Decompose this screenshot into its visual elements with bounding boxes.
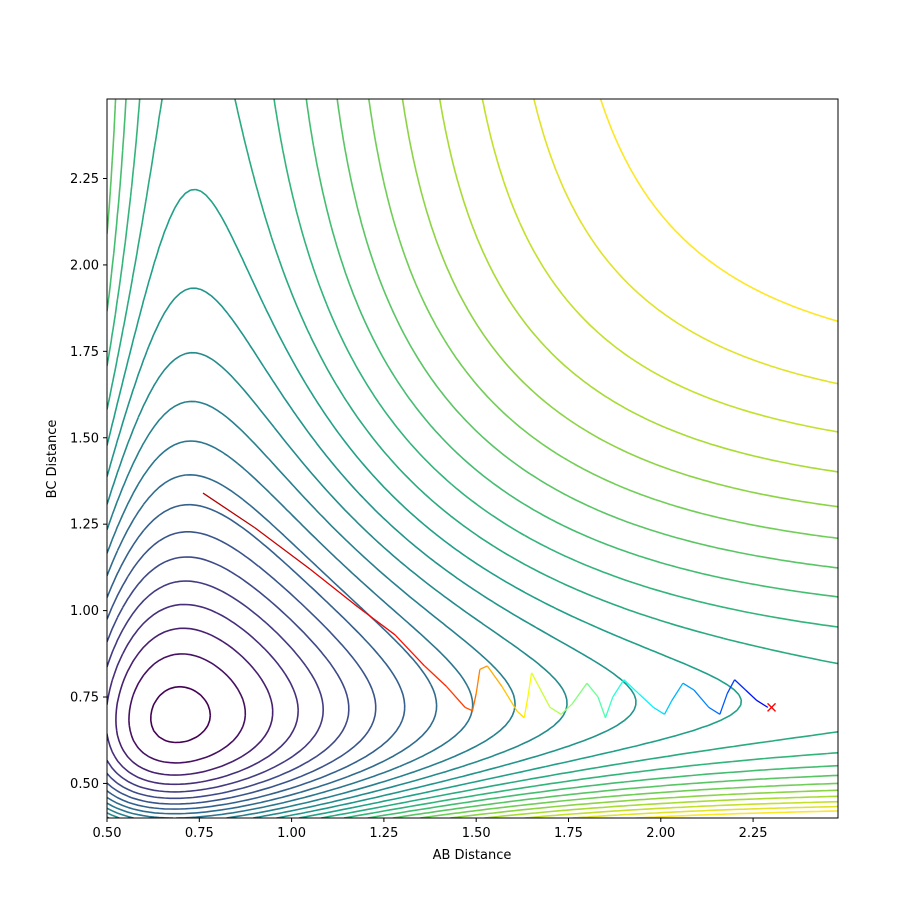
trajectory-segment — [560, 703, 573, 715]
y-tick-label: 1.00 — [70, 604, 99, 619]
contour-level — [107, 400, 516, 818]
y-tick-label: 1.75 — [70, 345, 99, 360]
trajectory-segment — [501, 686, 518, 712]
contour-level — [150, 685, 212, 744]
trajectory-segment — [571, 682, 588, 705]
trajectory-segment — [479, 665, 488, 670]
trajectory-segment — [726, 679, 736, 694]
x-tick-label: 0.50 — [93, 826, 122, 841]
contour-level — [128, 653, 247, 764]
x-tick-label: 2.25 — [739, 826, 768, 841]
y-axis-label: BC Distance — [45, 420, 60, 499]
trajectory-segment — [424, 665, 448, 688]
y-tick-label: 2.00 — [70, 258, 99, 273]
trajectory — [202, 492, 777, 719]
trajectory-segment — [719, 693, 728, 715]
contour-level — [107, 556, 350, 800]
contour-level — [107, 351, 568, 818]
x-axis-label: AB Distance — [433, 848, 512, 863]
trajectory-segment — [612, 679, 625, 698]
trajectory-segment — [527, 672, 533, 698]
contour-level — [401, 99, 838, 818]
trajectory-segment — [309, 568, 359, 608]
x-tick-label: 2.00 — [646, 826, 675, 841]
y-tick-label: 1.50 — [70, 431, 99, 446]
y-tick-label: 0.50 — [70, 777, 99, 792]
trajectory-end-marker — [767, 702, 777, 712]
x-tick-label: 1.50 — [462, 826, 491, 841]
trajectory-segment — [357, 606, 396, 636]
trajectory-segment — [486, 665, 503, 688]
plot-frame — [106, 98, 839, 819]
x-axis-ticks: 0.50 0.75 1.00 1.25 1.50 1.75 2.00 2.25 — [93, 818, 768, 841]
trajectory-segment — [734, 679, 747, 691]
trajectory-segment — [623, 679, 640, 695]
trajectory-segment — [653, 706, 665, 715]
y-tick-label: 0.75 — [70, 691, 99, 706]
trajectory-segment — [745, 689, 758, 701]
trajectory-segment — [682, 682, 695, 691]
trajectory-segment — [464, 706, 473, 712]
trajectory-segment — [663, 700, 673, 715]
trajectory-segment — [708, 706, 721, 715]
contour-level — [438, 99, 838, 818]
trajectory-segment — [516, 710, 525, 719]
x-tick-label: 1.25 — [369, 826, 398, 841]
contour-level — [107, 188, 743, 818]
trajectory-segment — [597, 696, 607, 718]
y-axis-ticks: 0.50 0.75 1.00 1.25 1.50 1.75 2.00 2.25 — [70, 172, 107, 792]
contour-level — [107, 580, 324, 793]
y-tick-label: 2.25 — [70, 172, 99, 187]
x-tick-label: 0.75 — [185, 826, 214, 841]
x-tick-label: 1.75 — [554, 826, 583, 841]
trajectory-segment — [671, 682, 684, 701]
contour-level — [107, 503, 406, 810]
trajectory-segment — [549, 706, 562, 715]
trajectory-segment — [475, 669, 481, 694]
trajectory-segment — [446, 686, 466, 708]
trajectory-segment — [394, 634, 425, 667]
trajectory-segment — [523, 696, 529, 718]
contour-level — [368, 99, 838, 818]
contour-level — [481, 99, 838, 818]
contour-level — [107, 474, 438, 815]
contour-level — [107, 440, 474, 818]
trajectory-segment — [254, 527, 311, 570]
contour-lines — [107, 99, 838, 818]
contour-level — [599, 99, 838, 818]
y-tick-label: 1.25 — [70, 518, 99, 533]
contour-level — [107, 603, 299, 786]
trajectory-segment — [586, 682, 599, 698]
trajectory-segment — [693, 689, 710, 708]
trajectory-segment — [756, 699, 769, 708]
contour-level — [107, 531, 377, 805]
trajectory-segment — [538, 686, 551, 708]
trajectory-segment — [638, 693, 654, 708]
trajectory-segment — [604, 696, 614, 718]
trajectory-segment — [202, 492, 256, 529]
contour-level — [107, 287, 637, 818]
trajectory-segment — [530, 672, 540, 687]
trajectory-segment — [471, 693, 477, 711]
contour-level — [115, 627, 274, 776]
x-tick-label: 1.00 — [277, 826, 306, 841]
contour-level — [533, 99, 838, 818]
